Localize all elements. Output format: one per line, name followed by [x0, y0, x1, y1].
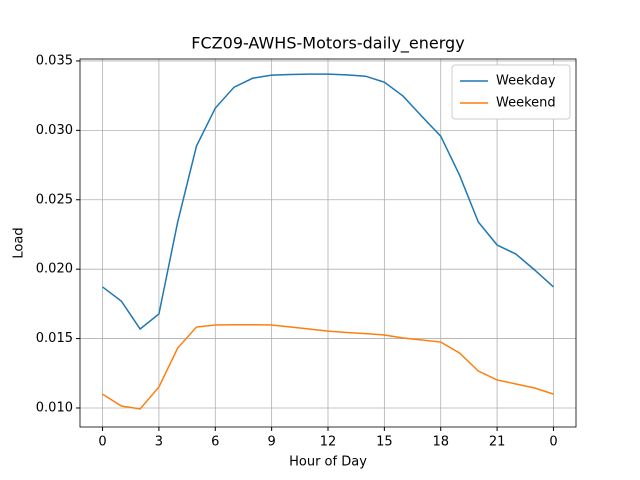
x-tick-label: 15 — [376, 435, 393, 450]
x-tick-label: 21 — [489, 435, 506, 450]
x-tick-label: 3 — [155, 435, 163, 450]
chart-title: FCZ09-AWHS-Motors-daily_energy — [191, 34, 464, 54]
x-tick-label: 9 — [267, 435, 275, 450]
data-line — [102, 73, 554, 331]
legend-box — [451, 64, 571, 120]
x-axis-label: Hour of Day — [289, 455, 367, 470]
y-tick-label: 0.035 — [36, 53, 73, 68]
y-tick-label: 0.010 — [36, 400, 73, 415]
legend-label: Weekday — [496, 74, 556, 89]
plot-frame — [79, 58, 577, 428]
y-tick-label: 0.015 — [36, 331, 73, 346]
x-tick-label: 18 — [432, 435, 449, 450]
x-tick-label: 0 — [549, 435, 557, 450]
y-tick-label: 0.020 — [36, 262, 73, 277]
y-tick-label: 0.030 — [36, 123, 73, 138]
data-line — [102, 323, 554, 410]
x-tick-label: 12 — [320, 435, 337, 450]
y-tick-label: 0.025 — [36, 192, 73, 207]
x-tick-label: 6 — [211, 435, 219, 450]
y-axis-label: Load — [12, 227, 27, 258]
x-tick-label: 0 — [98, 435, 106, 450]
legend-label: Weekend — [496, 96, 556, 111]
